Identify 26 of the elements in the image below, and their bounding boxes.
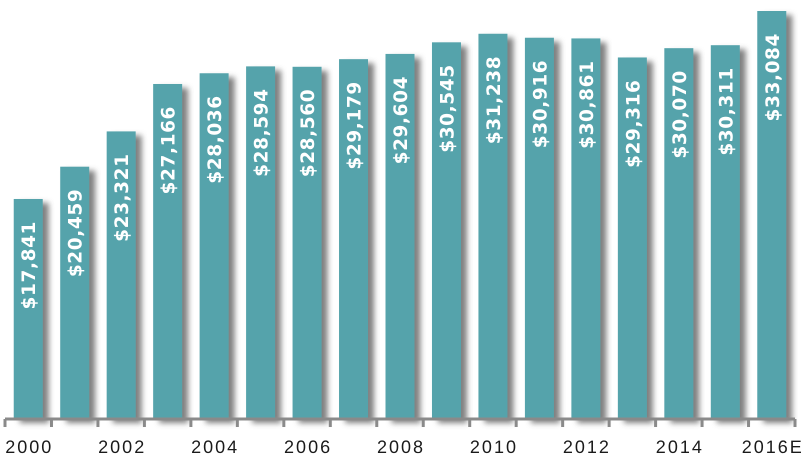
data-label: $28,560: [298, 88, 320, 178]
data-label: $23,321: [112, 153, 134, 242]
x-tick-label: 2010: [470, 437, 518, 457]
data-label: $29,179: [344, 81, 366, 170]
data-label: $30,311: [716, 67, 738, 156]
data-label: $29,604: [391, 76, 412, 164]
data-label: $20,459: [66, 188, 87, 278]
x-tick-label: 2004: [191, 437, 240, 457]
x-tick-label: 2006: [284, 437, 332, 457]
data-label: $28,036: [205, 95, 226, 184]
data-label: $30,070: [670, 70, 691, 159]
x-tick-label: 2014: [656, 437, 704, 457]
x-tick-label: 2002: [98, 437, 146, 457]
x-tick-label: 2000: [5, 437, 54, 457]
data-label: $30,916: [530, 60, 552, 148]
x-tick-label: 2008: [376, 437, 426, 457]
data-label: $17,841: [19, 220, 40, 310]
data-label: $29,316: [623, 79, 644, 168]
data-label: $28,594: [252, 88, 273, 177]
x-tick-label: 2012: [562, 437, 611, 457]
data-label: $31,238: [484, 56, 505, 144]
data-label: $30,545: [437, 64, 458, 153]
data-label: $30,861: [576, 60, 598, 149]
x-tick-label: 2016E: [742, 437, 804, 457]
data-label: $27,166: [158, 106, 180, 194]
data-label: $33,084: [762, 33, 784, 122]
